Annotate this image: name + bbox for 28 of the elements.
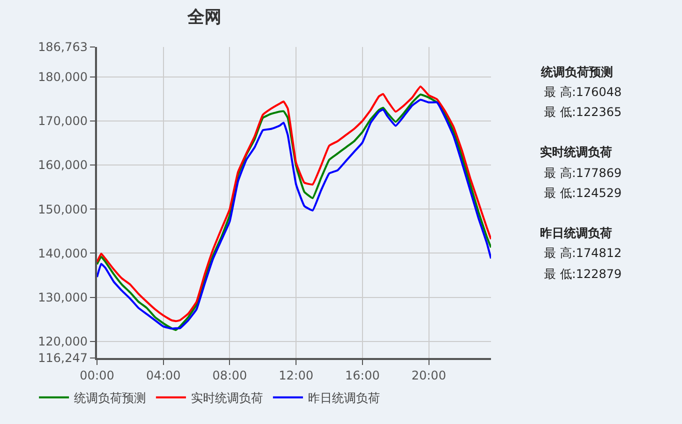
- text: 最 低:122879: [544, 267, 622, 281]
- text: 最 低:122365: [544, 105, 622, 119]
- text: 统调负荷预测: [540, 65, 613, 79]
- legend-label: 实时统调负荷: [190, 391, 263, 406]
- text: 最 低:124529: [544, 186, 622, 200]
- y-tick-label: 186,763: [38, 40, 88, 54]
- y-tick-label: 116,247: [38, 351, 88, 366]
- x-tick-label: 00:00: [80, 368, 114, 382]
- text: 最 高:177869: [544, 166, 622, 180]
- y-tick-label: 170,000: [38, 114, 88, 128]
- legend-label: 昨日统调负荷: [308, 391, 380, 406]
- x-tick-label: 20:00: [411, 368, 446, 382]
- text: 最 高:174812: [544, 246, 622, 260]
- text: 昨日统调负荷: [540, 226, 612, 240]
- x-tick-label: 12:00: [278, 368, 314, 382]
- text: 实时统调负荷: [540, 145, 612, 159]
- legend-label: 统调负荷预测: [74, 391, 146, 406]
- y-tick-label: 120,000: [38, 334, 88, 349]
- x-tick-label: 08:00: [212, 368, 248, 382]
- x-tick-label: 04:00: [146, 368, 181, 382]
- x-tick-label: 16:00: [345, 368, 380, 382]
- y-tick-label: 150,000: [38, 202, 88, 216]
- y-tick-label: 130,000: [38, 290, 88, 305]
- y-tick-label: 160,000: [38, 158, 88, 172]
- chart-title: 全网: [186, 8, 222, 28]
- y-tick-label: 180,000: [38, 70, 88, 84]
- text: 最 高:176048: [544, 85, 622, 99]
- y-tick-label: 140,000: [38, 246, 88, 260]
